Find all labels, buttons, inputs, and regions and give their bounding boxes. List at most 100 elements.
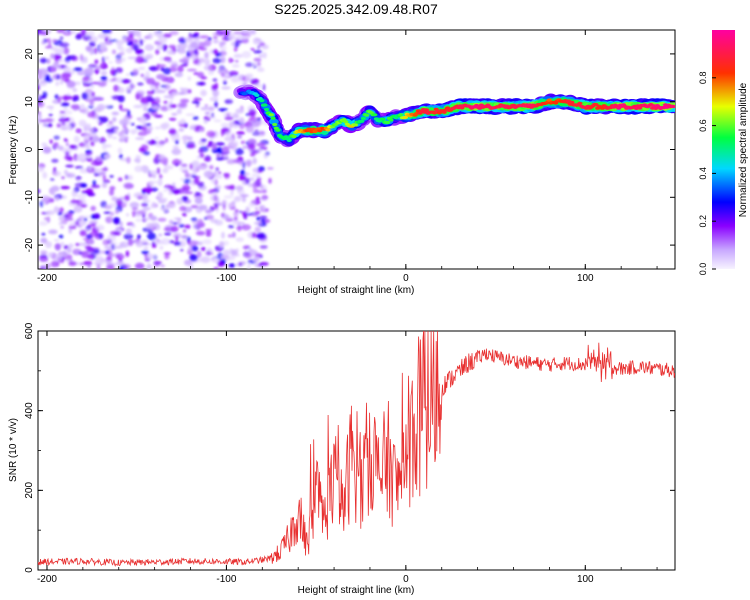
noise-speckle	[221, 258, 226, 265]
noise-speckle	[207, 70, 215, 75]
noise-speckle	[242, 245, 251, 250]
noise-speckle	[218, 171, 222, 175]
ridge-blob	[577, 101, 583, 105]
noise-speckle	[163, 252, 171, 255]
noise-speckle	[256, 216, 260, 221]
noise-speckle	[127, 109, 131, 117]
noise-speckle	[241, 224, 251, 231]
noise-speckle	[75, 177, 81, 181]
noise-speckle	[108, 120, 113, 125]
noise-speckle	[187, 89, 192, 94]
noise-speckle	[238, 262, 242, 267]
noise-speckle	[262, 52, 267, 59]
noise-speckle	[63, 94, 69, 102]
noise-speckle	[39, 57, 48, 64]
noise-speckle	[80, 183, 87, 188]
noise-speckle	[196, 155, 200, 160]
noise-speckle	[78, 242, 87, 247]
noise-speckle	[254, 129, 259, 132]
noise-speckle	[99, 171, 106, 176]
noise-speckle	[48, 40, 52, 49]
noise-speckle	[102, 239, 110, 246]
noise-speckle	[166, 49, 175, 55]
noise-speckle	[169, 100, 173, 105]
ridge-blob	[264, 107, 270, 112]
noise-speckle	[255, 253, 262, 257]
noise-speckle	[169, 104, 177, 109]
noise-speckle	[206, 115, 217, 119]
noise-speckle	[132, 43, 139, 51]
noise-speckle	[39, 200, 44, 208]
noise-speckle	[163, 56, 172, 62]
noise-speckle	[253, 221, 263, 225]
noise-speckle	[191, 34, 199, 38]
noise-speckle	[254, 226, 261, 233]
ridge-blob	[441, 110, 447, 114]
noise-speckle	[146, 263, 152, 269]
noise-speckle	[210, 189, 217, 193]
ridge-blob	[325, 128, 331, 132]
noise-speckle	[88, 166, 92, 170]
noise-speckle	[167, 203, 176, 209]
noise-speckle	[102, 179, 111, 184]
noise-speckle	[145, 34, 152, 40]
noise-speckle	[231, 64, 240, 68]
noise-speckle	[252, 182, 258, 190]
noise-speckle	[252, 37, 261, 45]
noise-speckle	[158, 36, 168, 44]
noise-speckle	[251, 173, 261, 178]
noise-speckle	[168, 44, 176, 49]
noise-speckle	[144, 56, 151, 60]
noise-speckle	[90, 141, 95, 147]
noise-speckle	[233, 53, 243, 58]
noise-speckle	[173, 241, 181, 246]
noise-speckle	[102, 174, 107, 180]
noise-speckle	[71, 190, 78, 198]
noise-speckle	[190, 53, 197, 60]
noise-speckle	[115, 41, 122, 45]
noise-speckle	[172, 182, 176, 186]
noise-speckle	[160, 84, 167, 89]
noise-speckle	[146, 97, 155, 103]
noise-speckle	[219, 41, 224, 48]
noise-speckle	[63, 47, 70, 55]
noise-speckle	[103, 154, 111, 159]
noise-speckle	[155, 49, 160, 55]
noise-speckle	[162, 33, 172, 38]
noise-speckle	[73, 205, 83, 213]
noise-speckle	[113, 84, 119, 92]
noise-speckle	[66, 247, 72, 254]
noise-speckle	[112, 117, 117, 122]
noise-speckle	[106, 122, 115, 128]
noise-speckle	[200, 138, 207, 143]
colorbar-tick-label: 0.4	[698, 167, 708, 180]
noise-speckle	[65, 173, 76, 178]
noise-speckle	[262, 83, 266, 91]
noise-speckle	[90, 184, 101, 189]
noise-speckle	[177, 218, 182, 225]
noise-speckle	[181, 184, 191, 192]
noise-speckle	[199, 153, 205, 158]
noise-speckle	[95, 233, 99, 237]
noise-speckle	[58, 222, 63, 226]
noise-speckle	[146, 90, 155, 95]
noise-speckle	[239, 210, 243, 214]
noise-speckle	[156, 167, 160, 175]
noise-speckle	[180, 248, 184, 252]
colorbar-ticks: 0.0 0.2 0.4 0.6 0.8	[698, 72, 716, 275]
noise-speckle	[178, 37, 186, 43]
heatmap-ytick-label: 20	[24, 48, 35, 60]
noise-speckle	[164, 254, 170, 260]
noise-speckle	[62, 250, 67, 257]
noise-speckle	[53, 206, 60, 213]
noise-speckle	[252, 200, 257, 204]
noise-speckle	[236, 131, 245, 135]
noise-speckle	[46, 38, 51, 43]
noise-speckle	[96, 65, 101, 72]
noise-speckle	[242, 161, 246, 170]
noise-speckle	[62, 214, 69, 219]
snr-line-layer	[38, 331, 675, 567]
noise-speckle	[187, 240, 191, 245]
colorbar-tick-label: 0.2	[698, 215, 708, 228]
